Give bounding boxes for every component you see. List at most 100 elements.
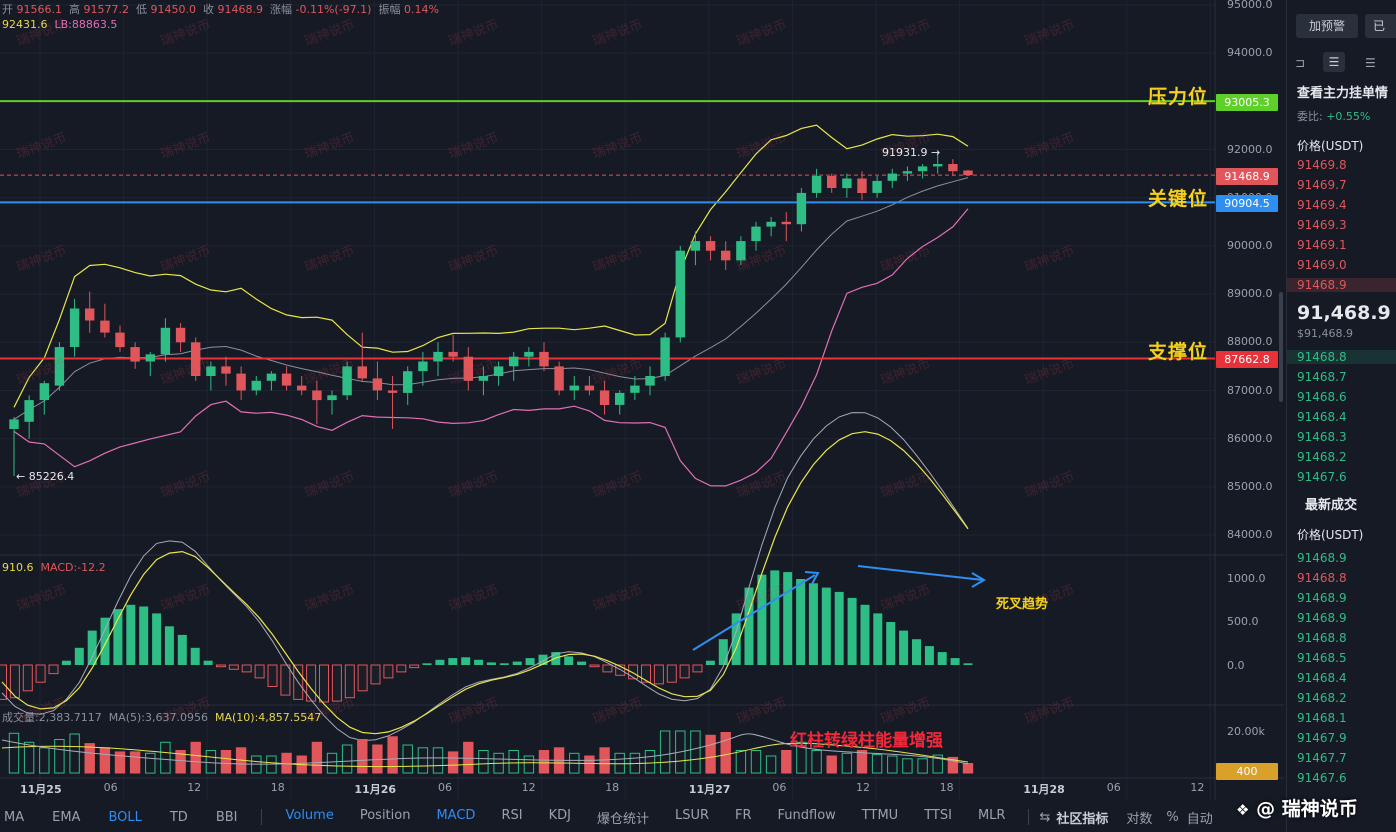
time-axis-label: 12 bbox=[521, 781, 536, 794]
indicator-ma-tab[interactable]: MA bbox=[4, 809, 25, 825]
macd-histogram-bar bbox=[718, 639, 728, 665]
subindicator-tab-0[interactable]: Volume bbox=[285, 807, 334, 823]
subindicator-tab-7[interactable]: FR bbox=[735, 807, 752, 823]
auto-scale-toggle[interactable]: 自动 bbox=[1186, 811, 1213, 827]
subindicator-tab-10[interactable]: TTSI bbox=[924, 807, 952, 823]
volume-bar bbox=[417, 747, 429, 774]
orderbook-panel: 加预警 已 ⊐ ☰ ☰ 查看主力挂单情 委比: +0.55% 价格(USDT) … bbox=[1279, 0, 1396, 832]
candle-body bbox=[948, 164, 958, 172]
volume-bar bbox=[39, 747, 50, 774]
time-axis-label: 11月28 bbox=[1023, 783, 1065, 796]
trades-price-header: 价格(USDT) bbox=[1297, 528, 1364, 542]
ask-row[interactable]: 91469.7 bbox=[1297, 178, 1347, 192]
indicator-ema-tab[interactable]: EMA bbox=[52, 809, 81, 825]
candle-body bbox=[963, 170, 973, 176]
subindicator-tab-3[interactable]: RSI bbox=[501, 807, 523, 823]
percent-scale-toggle[interactable]: % bbox=[1166, 809, 1179, 825]
orderbook-title[interactable]: 查看主力挂单情 bbox=[1297, 86, 1389, 101]
ask-row[interactable]: 91469.3 bbox=[1297, 218, 1347, 232]
macd-histogram-bar bbox=[48, 664, 59, 675]
subindicator-tab-1[interactable]: Position bbox=[359, 807, 411, 823]
macd-histogram-bar bbox=[409, 664, 420, 669]
recent-trades-title[interactable]: 最新成交 bbox=[1305, 498, 1358, 513]
candle-body bbox=[39, 383, 49, 401]
ask-row[interactable]: 91469.8 bbox=[1297, 158, 1347, 172]
trade-row: 91468.8 bbox=[1297, 571, 1347, 585]
macd-histogram-bar bbox=[538, 654, 548, 665]
macd-histogram-bar bbox=[525, 658, 535, 665]
time-axis-label: 11月25 bbox=[20, 783, 62, 796]
subindicator-tab-11[interactable]: MLR bbox=[977, 807, 1006, 823]
price-axis-label: 92000.0 bbox=[1227, 142, 1273, 156]
candle-body bbox=[297, 385, 307, 391]
volume-bar bbox=[750, 750, 762, 774]
macd-histogram-bar bbox=[705, 660, 715, 665]
candle-body bbox=[130, 347, 140, 362]
trade-row: 91468.9 bbox=[1297, 591, 1347, 605]
orderbook-mode-bids-icon[interactable]: ☰ bbox=[1365, 56, 1376, 70]
current-price-tag: 91468.9 bbox=[1216, 168, 1278, 185]
ask-row[interactable]: 91469.4 bbox=[1297, 198, 1347, 212]
candle-body bbox=[433, 351, 443, 362]
ask-row[interactable]: 91468.9 bbox=[1287, 278, 1396, 292]
volume-bar bbox=[765, 755, 777, 774]
community-indicator-icon[interactable]: ⇆ bbox=[1039, 809, 1051, 825]
time-axis-label: 11月26 bbox=[354, 783, 397, 796]
candle-body bbox=[736, 241, 746, 261]
subindicator-tab-6[interactable]: LSUR bbox=[674, 807, 709, 823]
macd-histogram-bar bbox=[435, 659, 445, 665]
candle-body bbox=[872, 180, 882, 193]
bid-row[interactable]: 91468.2 bbox=[1297, 450, 1347, 464]
tab-orders[interactable]: 已 bbox=[1365, 14, 1396, 38]
volume-bar bbox=[644, 750, 656, 774]
subindicator-tab-8[interactable]: Fundflow bbox=[777, 807, 836, 823]
add-alert-button[interactable]: 加预警 bbox=[1296, 14, 1358, 38]
orderbook-mode-asks-icon[interactable]: ☰ bbox=[1323, 52, 1345, 72]
trade-row: 91467.7 bbox=[1297, 751, 1347, 765]
community-indicator-button[interactable]: 社区指标 bbox=[1056, 811, 1109, 827]
uptrend-arrow bbox=[692, 574, 816, 651]
boll-info: 92431.6 LB:88863.5 bbox=[2, 18, 118, 31]
volume-bar bbox=[841, 752, 853, 774]
ask-row[interactable]: 91469.0 bbox=[1297, 258, 1347, 272]
candle-body bbox=[387, 390, 398, 393]
candle-body bbox=[236, 373, 246, 391]
time-axis-label: 18 bbox=[939, 781, 954, 794]
bid-row[interactable]: 91468.8 bbox=[1287, 350, 1396, 364]
indicator-td-tab[interactable]: TD bbox=[169, 809, 188, 825]
macd-histogram-bar bbox=[577, 661, 587, 665]
uptrend-arrowhead bbox=[804, 571, 820, 585]
subindicator-tab-9[interactable]: TTMU bbox=[861, 807, 899, 823]
volume-info: 成交量:2,383.7117 MA(5):3,637.0956 MA(10):4… bbox=[2, 711, 322, 724]
subindicator-tab-5[interactable]: 爆仓统计 bbox=[596, 811, 649, 827]
volume-bar bbox=[357, 739, 368, 774]
bid-row[interactable]: 91468.4 bbox=[1297, 410, 1347, 424]
candle-body bbox=[675, 250, 685, 338]
price-axis-label: 86000.0 bbox=[1227, 431, 1273, 445]
indicator-bbi-tab[interactable]: BBI bbox=[215, 809, 238, 825]
macd-histogram-bar bbox=[950, 658, 960, 665]
toolbar-divider bbox=[261, 809, 263, 825]
orderbook-mode-both-icon[interactable]: ⊐ bbox=[1295, 56, 1306, 70]
panel-scrollbar[interactable] bbox=[1279, 292, 1283, 402]
key-price-tag: 90904.5 bbox=[1216, 195, 1278, 212]
macd-histogram-bar bbox=[280, 664, 291, 696]
macd-histogram-bar bbox=[873, 613, 883, 665]
indicator-boll-tab[interactable]: BOLL bbox=[108, 809, 142, 825]
candlestick-chart[interactable] bbox=[0, 0, 1284, 832]
volume-tag: 400 bbox=[1216, 763, 1278, 780]
macd-histogram-bar bbox=[731, 613, 741, 665]
ask-row[interactable]: 91469.1 bbox=[1297, 238, 1347, 252]
volume-ma5-line bbox=[1, 733, 969, 765]
log-scale-toggle[interactable]: 对数 bbox=[1126, 811, 1153, 827]
bid-row[interactable]: 91468.7 bbox=[1297, 370, 1347, 384]
subindicator-tab-4[interactable]: KDJ bbox=[548, 807, 571, 823]
bid-row[interactable]: 91468.3 bbox=[1297, 430, 1347, 444]
macd-histogram-bar bbox=[744, 587, 754, 665]
subindicator-tab-2[interactable]: MACD bbox=[436, 807, 476, 823]
bid-row[interactable]: 91468.6 bbox=[1297, 390, 1347, 404]
bid-row[interactable]: 91467.6 bbox=[1297, 470, 1347, 484]
candle-body bbox=[206, 366, 216, 376]
macd-histogram-bar bbox=[486, 662, 496, 665]
candle-body bbox=[539, 351, 549, 367]
